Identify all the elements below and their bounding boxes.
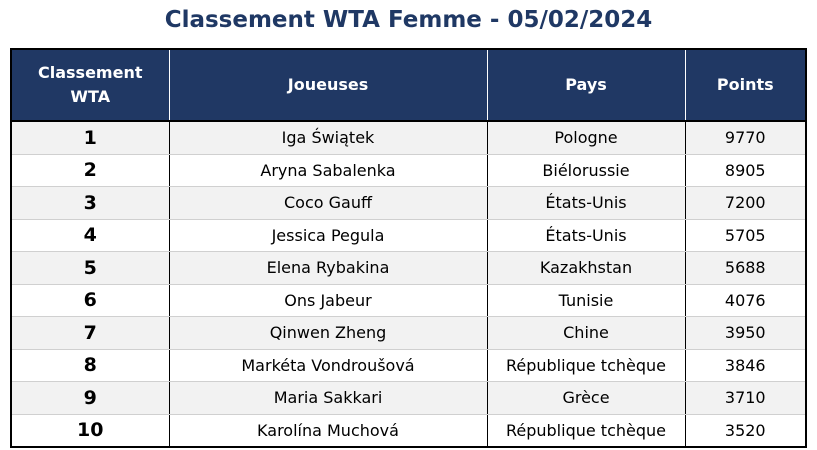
- player-cell: Jessica Pegula: [168, 219, 488, 252]
- rank-cell: 8: [10, 349, 170, 382]
- table-row: 3 Coco Gauff États-Unis 7200: [10, 186, 807, 220]
- table-row: 7 Qinwen Zheng Chine 3950: [10, 316, 807, 350]
- player-cell: Ons Jabeur: [168, 284, 488, 317]
- player-cell: Coco Gauff: [168, 186, 488, 220]
- points-cell: 3950: [684, 316, 807, 350]
- table-row: 9 Maria Sakkari Grèce 3710: [10, 381, 807, 415]
- ranking-table: Classement WTA Joueuses Pays Points 1 Iga…: [10, 48, 807, 448]
- points-cell: 7200: [684, 186, 807, 220]
- column-header-rank: Classement WTA: [10, 48, 170, 122]
- points-cell: 8905: [684, 154, 807, 187]
- country-cell: Kazakhstan: [486, 251, 686, 285]
- page-title: Classement WTA Femme - 05/02/2024: [164, 7, 653, 33]
- country-cell: Grèce: [486, 381, 686, 415]
- rank-cell: 3: [10, 186, 170, 220]
- column-header-player: Joueuses: [168, 48, 488, 122]
- player-cell: Elena Rybakina: [168, 251, 488, 285]
- rank-cell: 9: [10, 381, 170, 415]
- player-cell: Iga Świątek: [168, 120, 488, 155]
- table-row: 8 Markéta Vondroušová République tchèque 38…: [10, 349, 807, 382]
- country-cell: République tchèque: [486, 349, 686, 382]
- player-cell: Markéta Vondroušová: [168, 349, 488, 382]
- player-cell: Maria Sakkari: [168, 381, 488, 415]
- rank-cell: 1: [10, 120, 170, 155]
- points-cell: 5688: [684, 251, 807, 285]
- table-row: 2 Aryna Sabalenka Biélorussie 8905: [10, 154, 807, 187]
- table-body: 1 Iga Świątek Pologne 9770 2 Aryna Sabalenka B…: [10, 120, 807, 448]
- points-cell: 3846: [684, 349, 807, 382]
- points-cell: 3520: [684, 414, 807, 448]
- rank-cell: 6: [10, 284, 170, 317]
- country-cell: République tchèque: [486, 414, 686, 448]
- country-cell: États-Unis: [486, 186, 686, 220]
- player-cell: Karolína Muchová: [168, 414, 488, 448]
- table-row: 6 Ons Jabeur Tunisie 4076: [10, 284, 807, 317]
- country-cell: Chine: [486, 316, 686, 350]
- rank-cell: 10: [10, 414, 170, 448]
- table-header-row: Classement WTA Joueuses Pays Points: [10, 48, 807, 122]
- country-cell: Biélorussie: [486, 154, 686, 187]
- table-row: 4 Jessica Pegula États-Unis 5705: [10, 219, 807, 252]
- column-header-points: Points: [684, 48, 807, 122]
- rank-cell: 5: [10, 251, 170, 285]
- player-cell: Qinwen Zheng: [168, 316, 488, 350]
- table-row: 1 Iga Świątek Pologne 9770: [10, 120, 807, 155]
- points-cell: 5705: [684, 219, 807, 252]
- rank-cell: 4: [10, 219, 170, 252]
- table-row: 5 Elena Rybakina Kazakhstan 5688: [10, 251, 807, 285]
- table-row: 10 Karolína Muchová République tchèque 3520: [10, 414, 807, 448]
- points-cell: 9770: [684, 120, 807, 155]
- points-cell: 4076: [684, 284, 807, 317]
- player-cell: Aryna Sabalenka: [168, 154, 488, 187]
- country-cell: Pologne: [486, 120, 686, 155]
- rank-cell: 2: [10, 154, 170, 187]
- points-cell: 3710: [684, 381, 807, 415]
- column-header-country: Pays: [486, 48, 686, 122]
- country-cell: États-Unis: [486, 219, 686, 252]
- rank-cell: 7: [10, 316, 170, 350]
- country-cell: Tunisie: [486, 284, 686, 317]
